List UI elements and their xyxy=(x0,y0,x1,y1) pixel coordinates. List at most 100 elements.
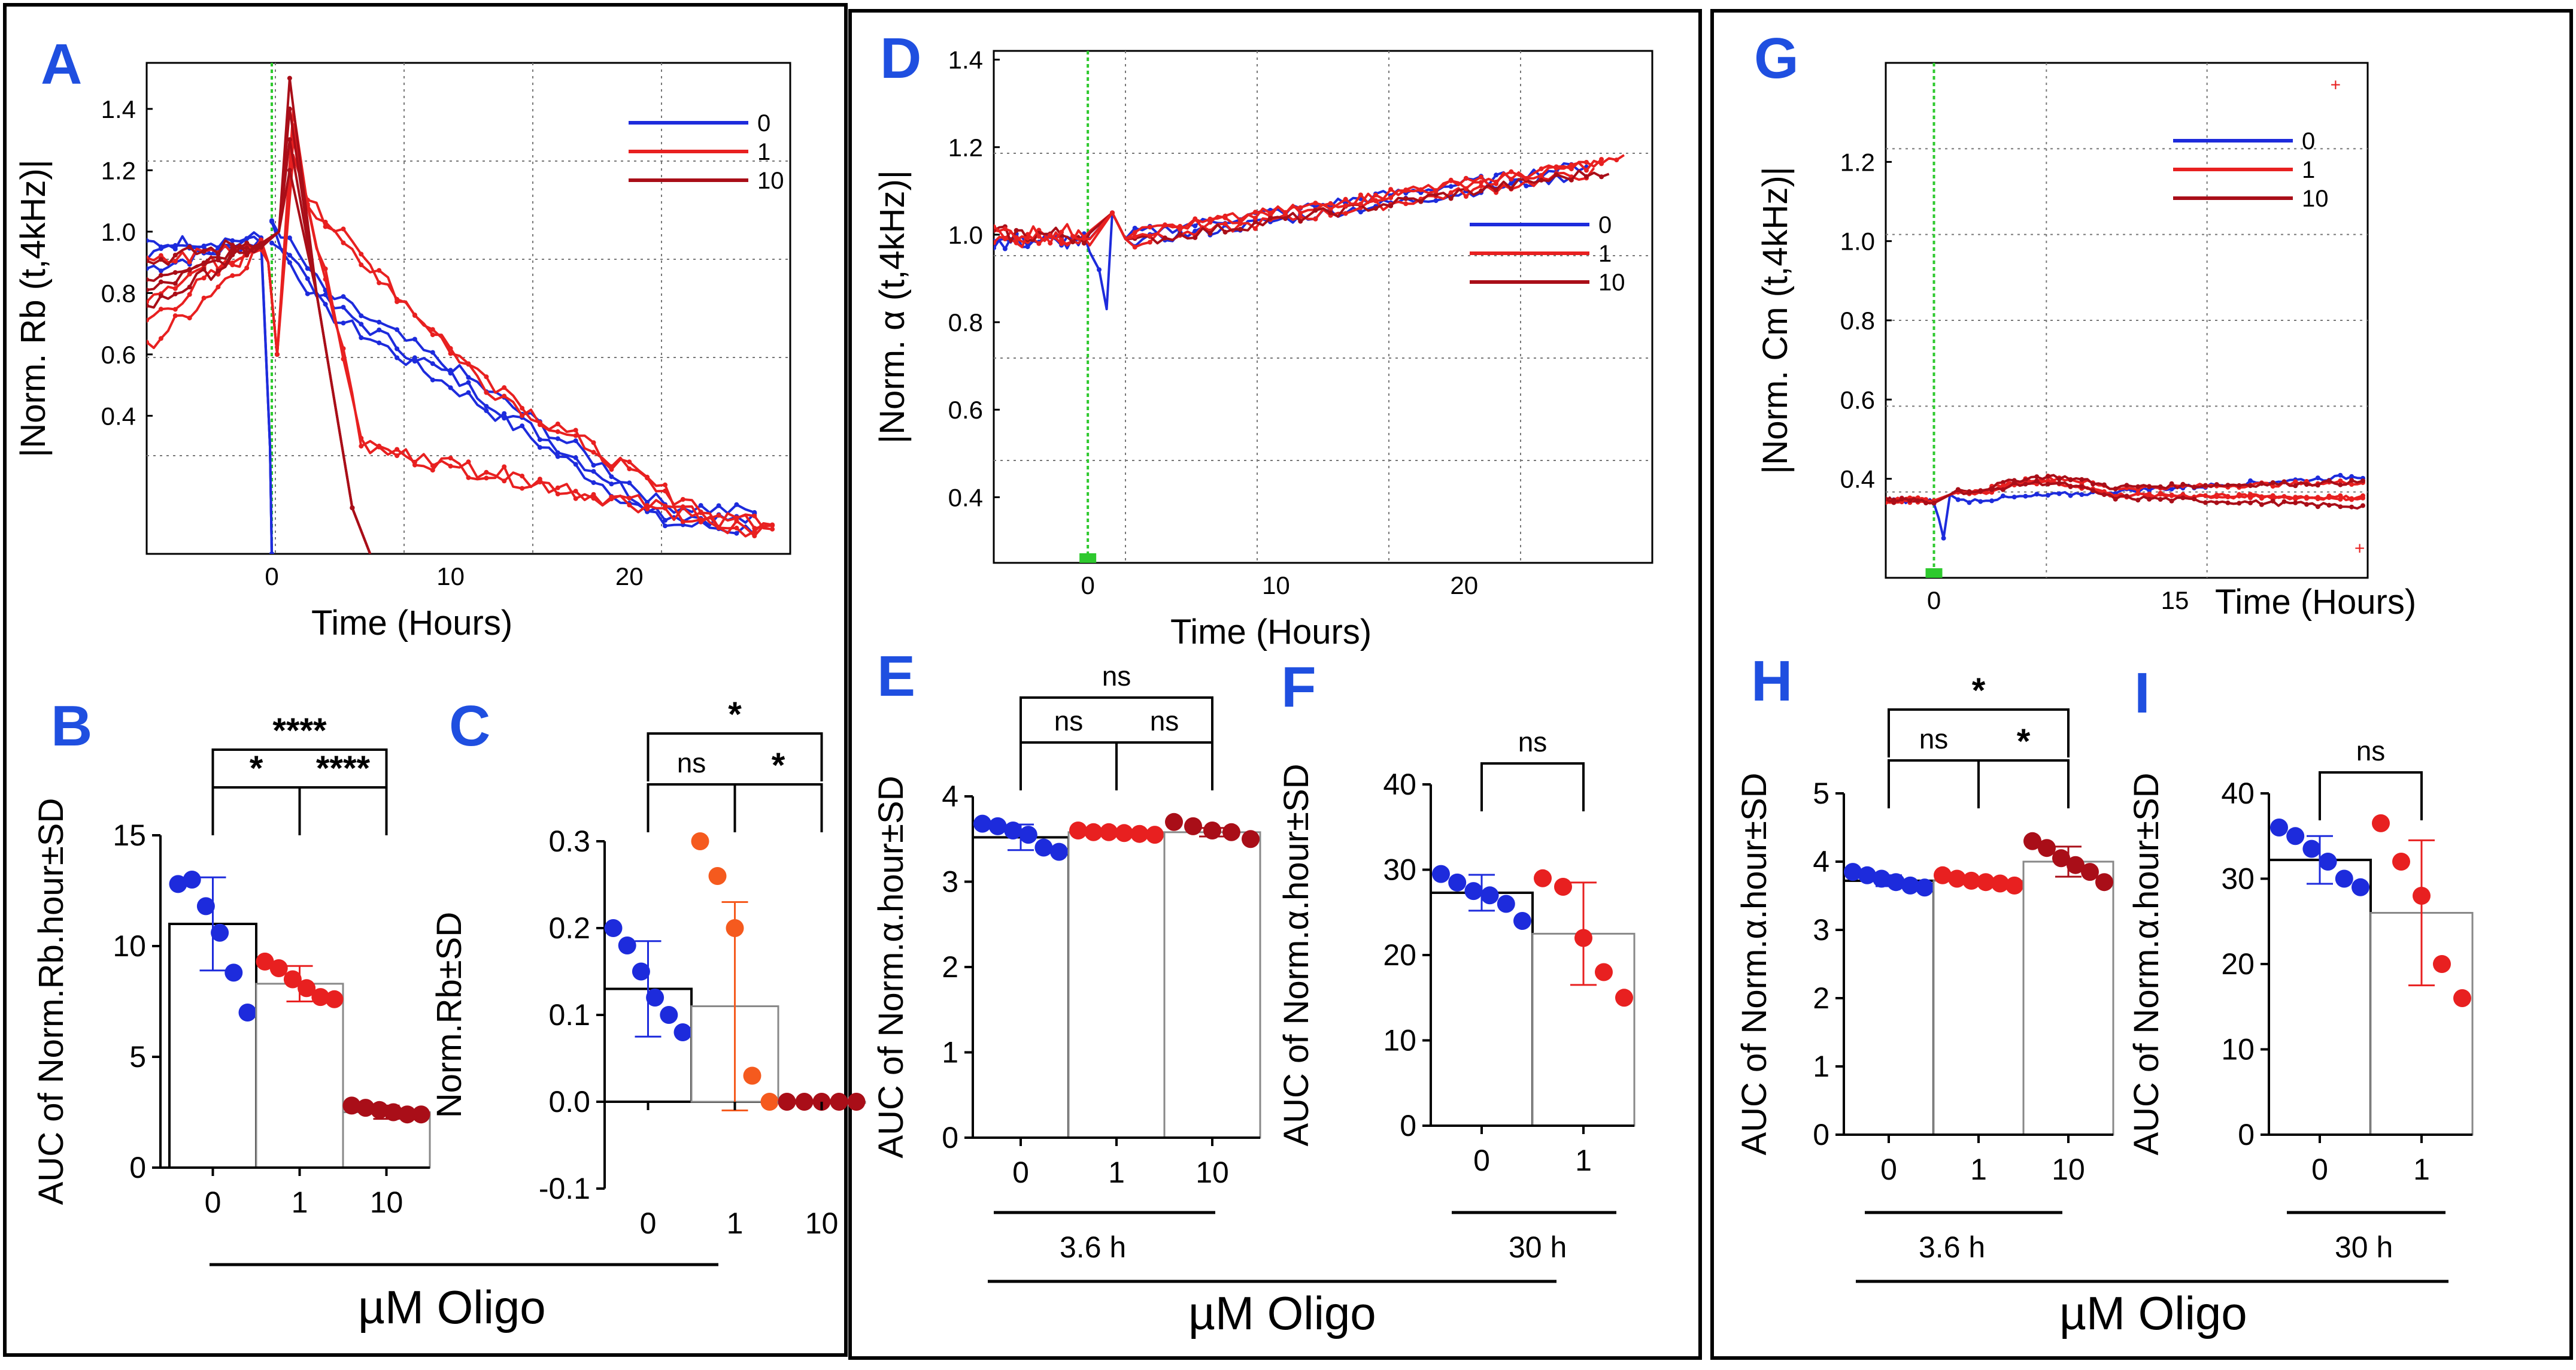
data-point xyxy=(2038,839,2056,857)
trace-0uM-marker xyxy=(2056,491,2062,496)
trace-1uM-marker xyxy=(1222,213,1228,219)
data-point xyxy=(1084,823,1103,841)
trace-10uM-marker xyxy=(147,258,149,263)
trace-10uM-marker xyxy=(1509,186,1514,191)
bar-10 xyxy=(2022,860,2114,1136)
trace-1uM-marker xyxy=(1584,168,1589,173)
trace-0uM-marker xyxy=(412,359,417,364)
trace-10uM-marker xyxy=(287,106,292,111)
data-point xyxy=(1115,824,1133,842)
trace-1uM-marker xyxy=(994,224,996,229)
data-point xyxy=(973,814,991,833)
trace-10uM-marker xyxy=(2203,483,2208,488)
trace-0uM-marker xyxy=(377,320,382,325)
trace-1uM-marker xyxy=(591,450,596,455)
y-tick-label: 1 xyxy=(1813,1050,1829,1083)
trace-1uM-marker xyxy=(591,492,596,497)
data-point xyxy=(1595,963,1613,981)
trace-1uM-marker xyxy=(573,428,578,433)
trace-0uM-marker xyxy=(341,294,346,299)
significance-label: ns xyxy=(1919,723,1949,754)
trace-10uM-marker xyxy=(1923,501,1929,505)
trace-10uM-marker xyxy=(1313,208,1318,213)
trace-10uM-marker xyxy=(2180,481,2186,487)
trace-10uM-marker xyxy=(2237,483,2242,488)
trace-10uM-marker xyxy=(172,281,178,286)
trace-10uM xyxy=(147,138,372,554)
y-tick-label: 0.6 xyxy=(101,341,136,369)
trace-1uM-marker xyxy=(147,340,149,345)
trace-10uM-marker xyxy=(2281,479,2287,484)
trace-10uM-marker xyxy=(2068,484,2073,489)
trace-1uM-marker xyxy=(1479,174,1483,180)
trace-0uM-marker xyxy=(1494,172,1499,178)
data-point xyxy=(169,875,187,893)
plot-area-a xyxy=(145,62,791,555)
trace-10uM-marker xyxy=(147,303,149,308)
significance-bracket xyxy=(1888,708,2070,757)
data-point xyxy=(1858,866,1876,884)
data-point xyxy=(1165,813,1183,831)
trace-10uM-marker xyxy=(172,253,178,258)
trace-1uM-marker xyxy=(1494,180,1499,184)
trace-10uM-marker xyxy=(158,257,163,262)
trace-10uM-marker xyxy=(2023,481,2028,487)
trace-1uM-marker xyxy=(2304,496,2309,501)
trace-10uM-marker xyxy=(2315,483,2320,488)
x-tick-label: 0 xyxy=(1081,571,1094,599)
significance-label: * xyxy=(2017,722,2031,761)
chart-h: 0 1 2 3 4 5 AUC of Norm.α.hour±SD 0 1 10 * ns * xyxy=(1735,671,2114,1186)
bar-10 xyxy=(1163,831,1261,1139)
trace-0uM-marker xyxy=(1978,499,1983,504)
trace-1uM-marker xyxy=(1539,173,1544,178)
trace-0uM-marker xyxy=(627,480,632,486)
trace-1uM-marker xyxy=(1614,157,1619,163)
trace-10uM-marker xyxy=(2113,486,2118,492)
trace-1uM-marker xyxy=(466,459,471,465)
trace-10uM-marker xyxy=(2259,502,2264,507)
x-tick-label: 0 xyxy=(265,562,278,590)
y-tick-label: 0.3 xyxy=(548,825,590,858)
trace-0uM-marker xyxy=(412,355,417,360)
trace-1uM-marker xyxy=(158,253,163,258)
trace-1uM-marker xyxy=(2259,496,2264,501)
data-point xyxy=(1130,825,1149,843)
y-tick-label: 3 xyxy=(942,865,958,899)
trace-1uM-marker xyxy=(187,316,192,321)
data-point xyxy=(1916,878,1934,897)
trace-0uM-marker xyxy=(2315,475,2320,481)
trace-10uM-marker xyxy=(1237,226,1243,232)
trace-1uM-marker xyxy=(1147,240,1152,245)
trace-1uM-marker xyxy=(555,492,560,496)
trace-1uM-marker xyxy=(627,459,632,465)
trace-1uM-marker xyxy=(627,495,632,501)
trace-10uM-marker xyxy=(287,75,292,81)
data-point xyxy=(2095,873,2113,892)
trace-0uM-marker xyxy=(716,503,721,508)
trace-10uM-marker xyxy=(244,245,250,250)
trace-10uM-marker xyxy=(1163,235,1167,241)
trace-1uM-marker xyxy=(1373,198,1378,204)
trace-10uM-marker xyxy=(1539,177,1544,183)
trace-1uM-marker xyxy=(1036,241,1042,246)
data-point xyxy=(356,1099,375,1117)
data-point xyxy=(618,936,636,954)
trace-1uM-marker xyxy=(275,351,280,357)
trace-10uM-marker xyxy=(1494,187,1499,193)
trace-1uM-marker xyxy=(555,429,560,434)
trace-0uM-marker xyxy=(230,238,235,243)
significance-bracket xyxy=(647,732,823,781)
x-tick-label: 1 xyxy=(292,1186,308,1219)
trace-1uM-marker xyxy=(1283,210,1288,215)
trace-1uM-marker xyxy=(1002,226,1008,232)
data-point xyxy=(1050,842,1068,861)
trace-10uM-marker xyxy=(1222,229,1228,235)
data-point xyxy=(2453,989,2471,1007)
trace-0uM-marker xyxy=(1358,210,1363,215)
trace-1uM-marker xyxy=(2237,492,2242,497)
oligo-label-left: µM Oligo xyxy=(358,1281,546,1333)
trace-1uM-marker xyxy=(259,237,264,243)
trace-1uM-marker xyxy=(216,284,221,290)
legend-label: 1 xyxy=(2302,157,2315,183)
trace-10uM-marker xyxy=(2237,501,2242,506)
